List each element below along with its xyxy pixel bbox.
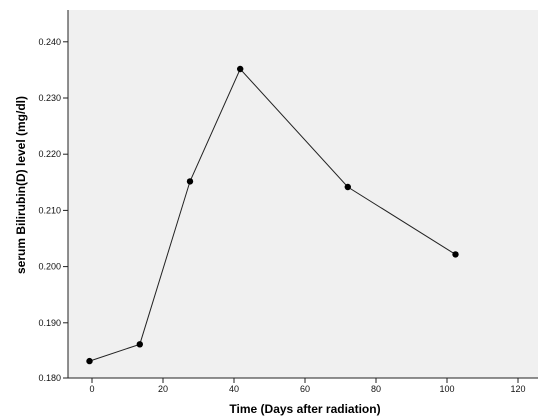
x-tick-label: 100 <box>439 384 454 394</box>
x-tick: 60 <box>300 378 310 394</box>
x-tick-label: 80 <box>371 384 381 394</box>
x-tick: 120 <box>510 378 526 394</box>
y-tick: 0.190 <box>38 318 68 328</box>
y-tick-label: 0.190 <box>38 318 61 328</box>
y-tick-label: 0.220 <box>38 149 61 159</box>
data-point <box>344 183 351 191</box>
x-axis-title: Time (Days after radiation) <box>229 402 380 416</box>
x-tick: 80 <box>371 378 381 394</box>
data-point <box>136 341 143 348</box>
x-tick: 100 <box>439 378 455 394</box>
y-tick: 0.220 <box>38 149 68 159</box>
x-tick-label: 60 <box>300 384 310 394</box>
x-tick-label: 120 <box>510 384 525 394</box>
y-tick-label: 0.230 <box>38 93 61 103</box>
data-point <box>86 357 93 365</box>
y-tick: 0.240 <box>38 37 68 47</box>
data-point <box>452 251 459 258</box>
y-axis-title: serum Bilirubin(D) level (mg/dl) <box>14 96 28 274</box>
y-tick-label: 0.200 <box>38 262 61 272</box>
x-tick-label: 20 <box>158 384 168 394</box>
data-points <box>86 65 459 365</box>
y-tick: 0.230 <box>38 93 68 103</box>
y-tick-label: 0.180 <box>38 373 61 383</box>
x-tick: 0 <box>89 378 95 394</box>
y-tick: 0.180 <box>38 373 68 383</box>
y-tick: 0.200 <box>38 262 68 272</box>
x-tick: 40 <box>229 378 239 394</box>
plot-area <box>68 10 538 378</box>
y-tick-label: 0.210 <box>38 205 61 215</box>
data-point <box>237 65 244 73</box>
y-ticks: 0.180 0.190 0.200 0.210 0.220 0.230 0.24… <box>38 37 68 383</box>
x-tick-label: 0 <box>89 384 94 394</box>
data-point <box>186 178 194 185</box>
y-tick-label: 0.240 <box>38 37 61 47</box>
x-tick: 20 <box>158 378 168 394</box>
x-ticks: 0 20 40 60 80 100 120 <box>89 378 526 394</box>
x-tick-label: 40 <box>229 384 239 394</box>
y-tick: 0.210 <box>38 205 68 215</box>
series-line <box>89 68 456 362</box>
